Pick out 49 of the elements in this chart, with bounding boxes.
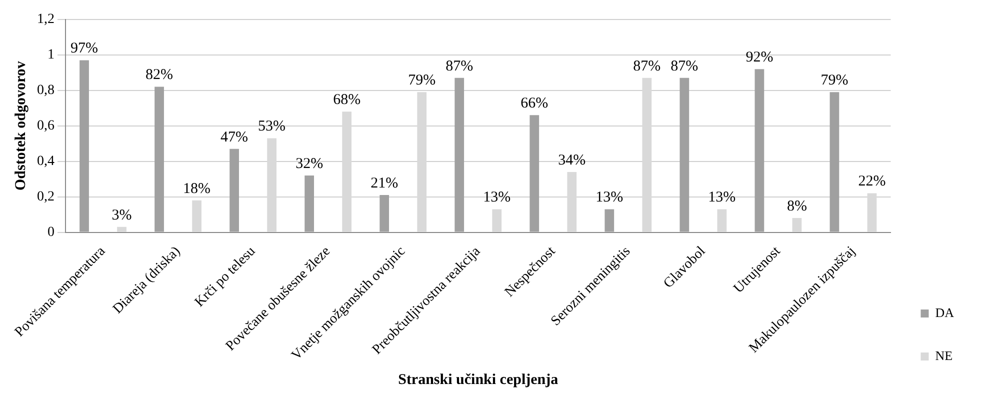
x-axis-title: Stranski učinki cepljenja bbox=[398, 372, 559, 388]
data-label: 66% bbox=[520, 96, 548, 112]
bar bbox=[680, 78, 690, 232]
y-axis-title: Odstotek odgovorov bbox=[12, 60, 29, 190]
legend-label: DA bbox=[935, 304, 955, 320]
bar bbox=[80, 60, 89, 232]
data-label: 8% bbox=[786, 198, 807, 214]
bar bbox=[117, 226, 126, 232]
data-label: 32% bbox=[296, 156, 324, 172]
data-label: 79% bbox=[408, 72, 436, 89]
data-label: 87% bbox=[446, 58, 474, 74]
bar bbox=[230, 148, 239, 232]
bar bbox=[492, 209, 502, 232]
bar bbox=[380, 195, 390, 232]
y-tick-label: 1 bbox=[48, 48, 54, 63]
data-label: 13% bbox=[596, 190, 624, 206]
data-label: 87% bbox=[633, 58, 661, 74]
bar bbox=[830, 92, 840, 232]
y-tick-label: 0 bbox=[48, 224, 54, 240]
bar bbox=[604, 209, 614, 232]
bar bbox=[717, 209, 727, 232]
bar bbox=[304, 175, 314, 232]
data-label: 21% bbox=[370, 175, 398, 192]
y-tick-label: 0,4 bbox=[37, 154, 54, 169]
data-label: 13% bbox=[483, 190, 511, 206]
bar bbox=[454, 78, 464, 232]
data-label: 34% bbox=[558, 152, 586, 168]
bar bbox=[792, 218, 802, 232]
bar bbox=[754, 69, 764, 232]
data-label: 68% bbox=[333, 92, 361, 108]
data-label: 18% bbox=[183, 180, 211, 197]
data-label: 79% bbox=[820, 72, 848, 89]
bar bbox=[154, 86, 164, 232]
data-label: 13% bbox=[708, 190, 736, 206]
data-label: 92% bbox=[746, 50, 774, 66]
data-label: 53% bbox=[258, 118, 286, 135]
data-label: 3% bbox=[112, 207, 132, 224]
data-label: 22% bbox=[858, 174, 886, 190]
y-tick-label: 0,8 bbox=[37, 83, 54, 98]
bar bbox=[530, 115, 540, 232]
y-tick-label: 1,2 bbox=[37, 12, 54, 28]
data-label: 82% bbox=[146, 67, 174, 84]
legend-label: NE bbox=[935, 348, 953, 363]
data-label: 87% bbox=[670, 58, 698, 74]
data-label: 97% bbox=[70, 40, 98, 57]
y-tick-label: 0,6 bbox=[37, 118, 54, 134]
data-label: 47% bbox=[220, 129, 248, 146]
bar bbox=[192, 200, 202, 232]
y-tick-label: 0,2 bbox=[37, 189, 54, 204]
